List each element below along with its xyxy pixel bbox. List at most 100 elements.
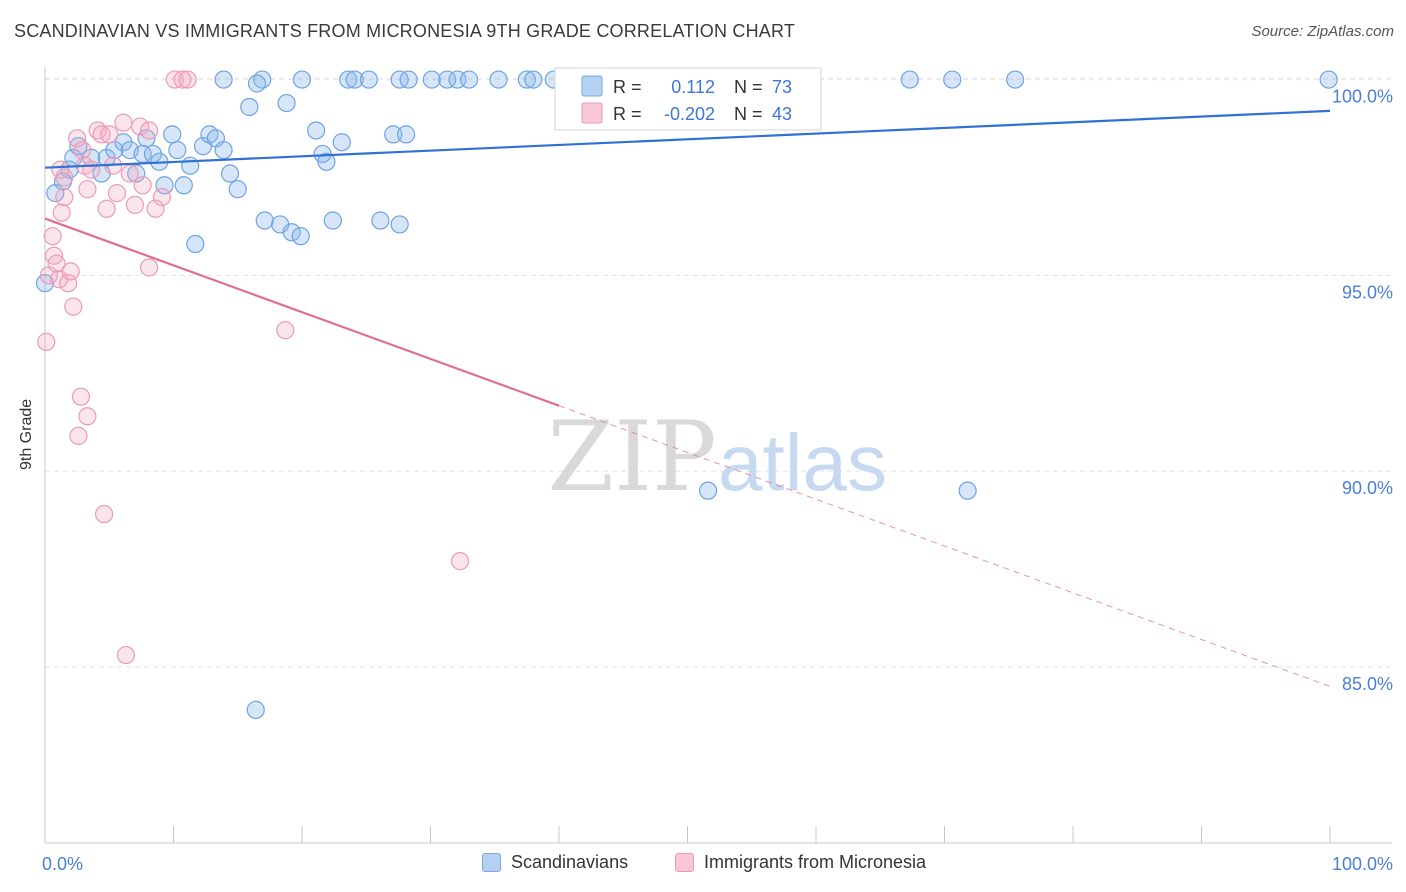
micronesia-point xyxy=(43,227,62,246)
scandinavian-point xyxy=(958,481,977,500)
scandinavian-point xyxy=(517,70,536,89)
micronesia-point xyxy=(68,129,87,148)
y-tick-label: 90.0% xyxy=(1342,478,1393,498)
micronesia-point xyxy=(139,121,159,140)
stats-legend: R = 0.112 N = 73 R = -0.202 N = 43 xyxy=(554,67,822,131)
scandinavian-point xyxy=(390,215,409,234)
scandinavian-point xyxy=(291,227,310,246)
watermark: ZIP atlas xyxy=(547,401,887,513)
scandinavian-point xyxy=(127,164,146,183)
bottom-legend: Scandinavians Immigrants from Micronesia xyxy=(0,852,1406,878)
micronesia-point xyxy=(69,426,88,445)
scandinavian-trend-line xyxy=(44,109,1331,169)
micronesia-point xyxy=(47,254,66,273)
micronesia-point xyxy=(78,180,97,199)
scandinavian-point xyxy=(155,176,174,195)
micronesia-point xyxy=(61,262,80,281)
micronesia-point xyxy=(146,199,165,218)
legend-item-micronesia: Immigrants from Micronesia xyxy=(675,852,926,873)
micronesia-point xyxy=(95,505,114,524)
micronesia-point xyxy=(37,332,56,351)
legend-n-value: 43 xyxy=(772,104,792,124)
scandinavian-point xyxy=(246,700,265,719)
micronesia-point xyxy=(92,125,111,144)
scandinavian-point xyxy=(339,70,358,89)
source-label: Source: ZipAtlas.com xyxy=(1251,23,1394,40)
legend-label: Scandinavians xyxy=(511,852,629,872)
legend-n-label: N = xyxy=(734,77,763,97)
micronesia-point xyxy=(59,274,78,293)
legend-r-value: -0.202 xyxy=(664,104,715,124)
legend-r-value: 0.112 xyxy=(671,77,715,97)
scandinavian-point xyxy=(220,164,240,183)
micronesia-point xyxy=(125,195,145,214)
scandinavian-point xyxy=(277,93,296,113)
y-tick-label: 95.0% xyxy=(1342,282,1393,302)
micronesia-point xyxy=(55,168,74,187)
micronesia-point xyxy=(64,297,83,316)
micronesia-point xyxy=(120,164,139,183)
axes xyxy=(44,67,1392,844)
scandinavian-point xyxy=(317,152,336,171)
micronesia-point xyxy=(178,70,197,89)
scandinavian-point xyxy=(214,70,233,89)
micronesia-point xyxy=(107,184,127,203)
legend-item-scandinavians: Scandinavians xyxy=(482,852,628,873)
scandinavian-point xyxy=(307,121,326,140)
micronesia-point xyxy=(450,552,470,571)
scandinavian-point xyxy=(186,234,205,254)
micronesia-point xyxy=(152,187,172,207)
scandinavian-point xyxy=(214,140,233,160)
watermark-atlas: atlas xyxy=(718,418,887,507)
y-tick-label: 85.0% xyxy=(1342,674,1393,694)
scandinavian-point xyxy=(240,97,259,117)
scandinavian-point xyxy=(174,176,193,195)
scandinavian-point xyxy=(371,211,390,230)
x-tick-label: 100.0% xyxy=(1332,854,1393,874)
scandinavian-point xyxy=(399,70,418,89)
scandinavian-point xyxy=(524,70,543,89)
micronesia-point xyxy=(52,203,71,222)
scandinavian-point xyxy=(698,481,718,500)
scandinavian-point xyxy=(345,70,364,89)
scandinavian-point xyxy=(438,70,457,89)
micronesia-point xyxy=(78,407,97,426)
scandinavian-point xyxy=(168,140,187,160)
micronesia-point xyxy=(82,160,101,179)
micronesia-point xyxy=(116,645,136,665)
data-points xyxy=(35,70,1338,719)
micronesia-point xyxy=(114,113,133,132)
micronesia-point xyxy=(71,387,91,406)
y-tick-label: 100.0% xyxy=(1332,87,1393,107)
scandinavian-point xyxy=(489,70,508,89)
legend-n-label: N = xyxy=(734,104,763,124)
micronesia-trend-line xyxy=(44,217,560,407)
scandinavian-point xyxy=(292,70,312,89)
scandinavian-point xyxy=(422,70,441,89)
x-tick-label: 0.0% xyxy=(42,854,83,874)
legend-swatch-pink xyxy=(675,853,694,872)
legend-swatch-blue xyxy=(482,853,501,872)
micronesia-trend-line-extension xyxy=(558,405,1331,687)
legend-label: Immigrants from Micronesia xyxy=(704,852,927,872)
legend-r-label: R = xyxy=(613,77,642,97)
watermark-zip: ZIP xyxy=(547,401,716,513)
scandinavian-point xyxy=(228,180,247,199)
legend-swatch-blue xyxy=(581,75,603,97)
tick-labels: 85.0% 90.0% 95.0% 100.0% 0.0% 100.0% xyxy=(42,87,1393,874)
micronesia-point xyxy=(55,187,74,207)
micronesia-point xyxy=(276,321,295,340)
scandinavian-point xyxy=(943,70,962,89)
micronesia-point xyxy=(133,176,152,195)
scandinavian-point xyxy=(459,70,479,89)
micronesia-point xyxy=(173,70,192,89)
scandinavian-point xyxy=(332,133,351,152)
scandinavian-point xyxy=(282,223,301,242)
scandinavian-point xyxy=(900,70,919,89)
legend-n-value: 73 xyxy=(772,77,792,97)
scandinavian-point xyxy=(359,70,378,89)
micronesia-point xyxy=(73,140,92,160)
scandinavian-point xyxy=(163,125,182,144)
chart-title: SCANDINAVIAN VS IMMIGRANTS FROM MICRONES… xyxy=(14,21,796,41)
